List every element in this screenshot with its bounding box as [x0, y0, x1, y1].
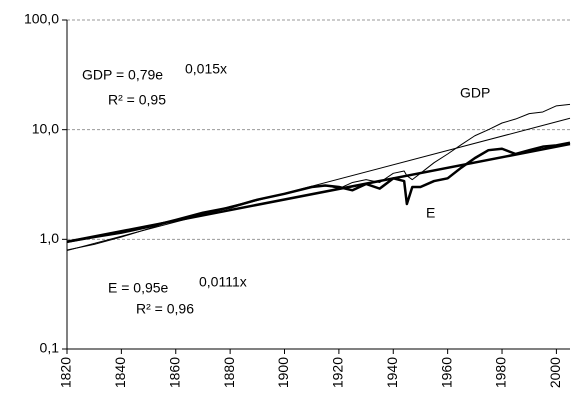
y-tick-label: 0,1: [40, 340, 60, 356]
x-tick-label: 1940: [384, 357, 400, 388]
x-tick-label: 1960: [438, 357, 454, 388]
x-tick-label: 1840: [112, 357, 128, 388]
annotation: R² = 0,96: [136, 301, 194, 317]
trend-line: [66, 117, 571, 252]
x-tick-label: 1860: [166, 357, 182, 388]
x-tick-label: 2000: [547, 357, 563, 388]
annotation: GDP: [460, 85, 490, 101]
y-tick-label: 100,0: [24, 11, 59, 27]
annotation: 0,0111x: [199, 274, 247, 290]
annotation: 0,015x: [185, 61, 227, 77]
x-tick-label: 1900: [275, 357, 291, 388]
trend-line: [66, 142, 571, 244]
annotation: E: [426, 205, 435, 221]
x-tick-label: 1980: [493, 357, 509, 388]
annotation: E = 0,95e: [108, 280, 169, 296]
annotation: GDP = 0,79e: [82, 67, 163, 83]
x-tick-label: 1820: [58, 357, 74, 388]
y-tick-label: 10,0: [32, 120, 59, 136]
x-tick-label: 1880: [221, 357, 237, 388]
series-line: [66, 103, 571, 251]
x-tick-label: 1920: [330, 357, 346, 388]
y-tick-label: 1,0: [40, 230, 60, 246]
annotation: R² = 0,95: [108, 92, 166, 108]
